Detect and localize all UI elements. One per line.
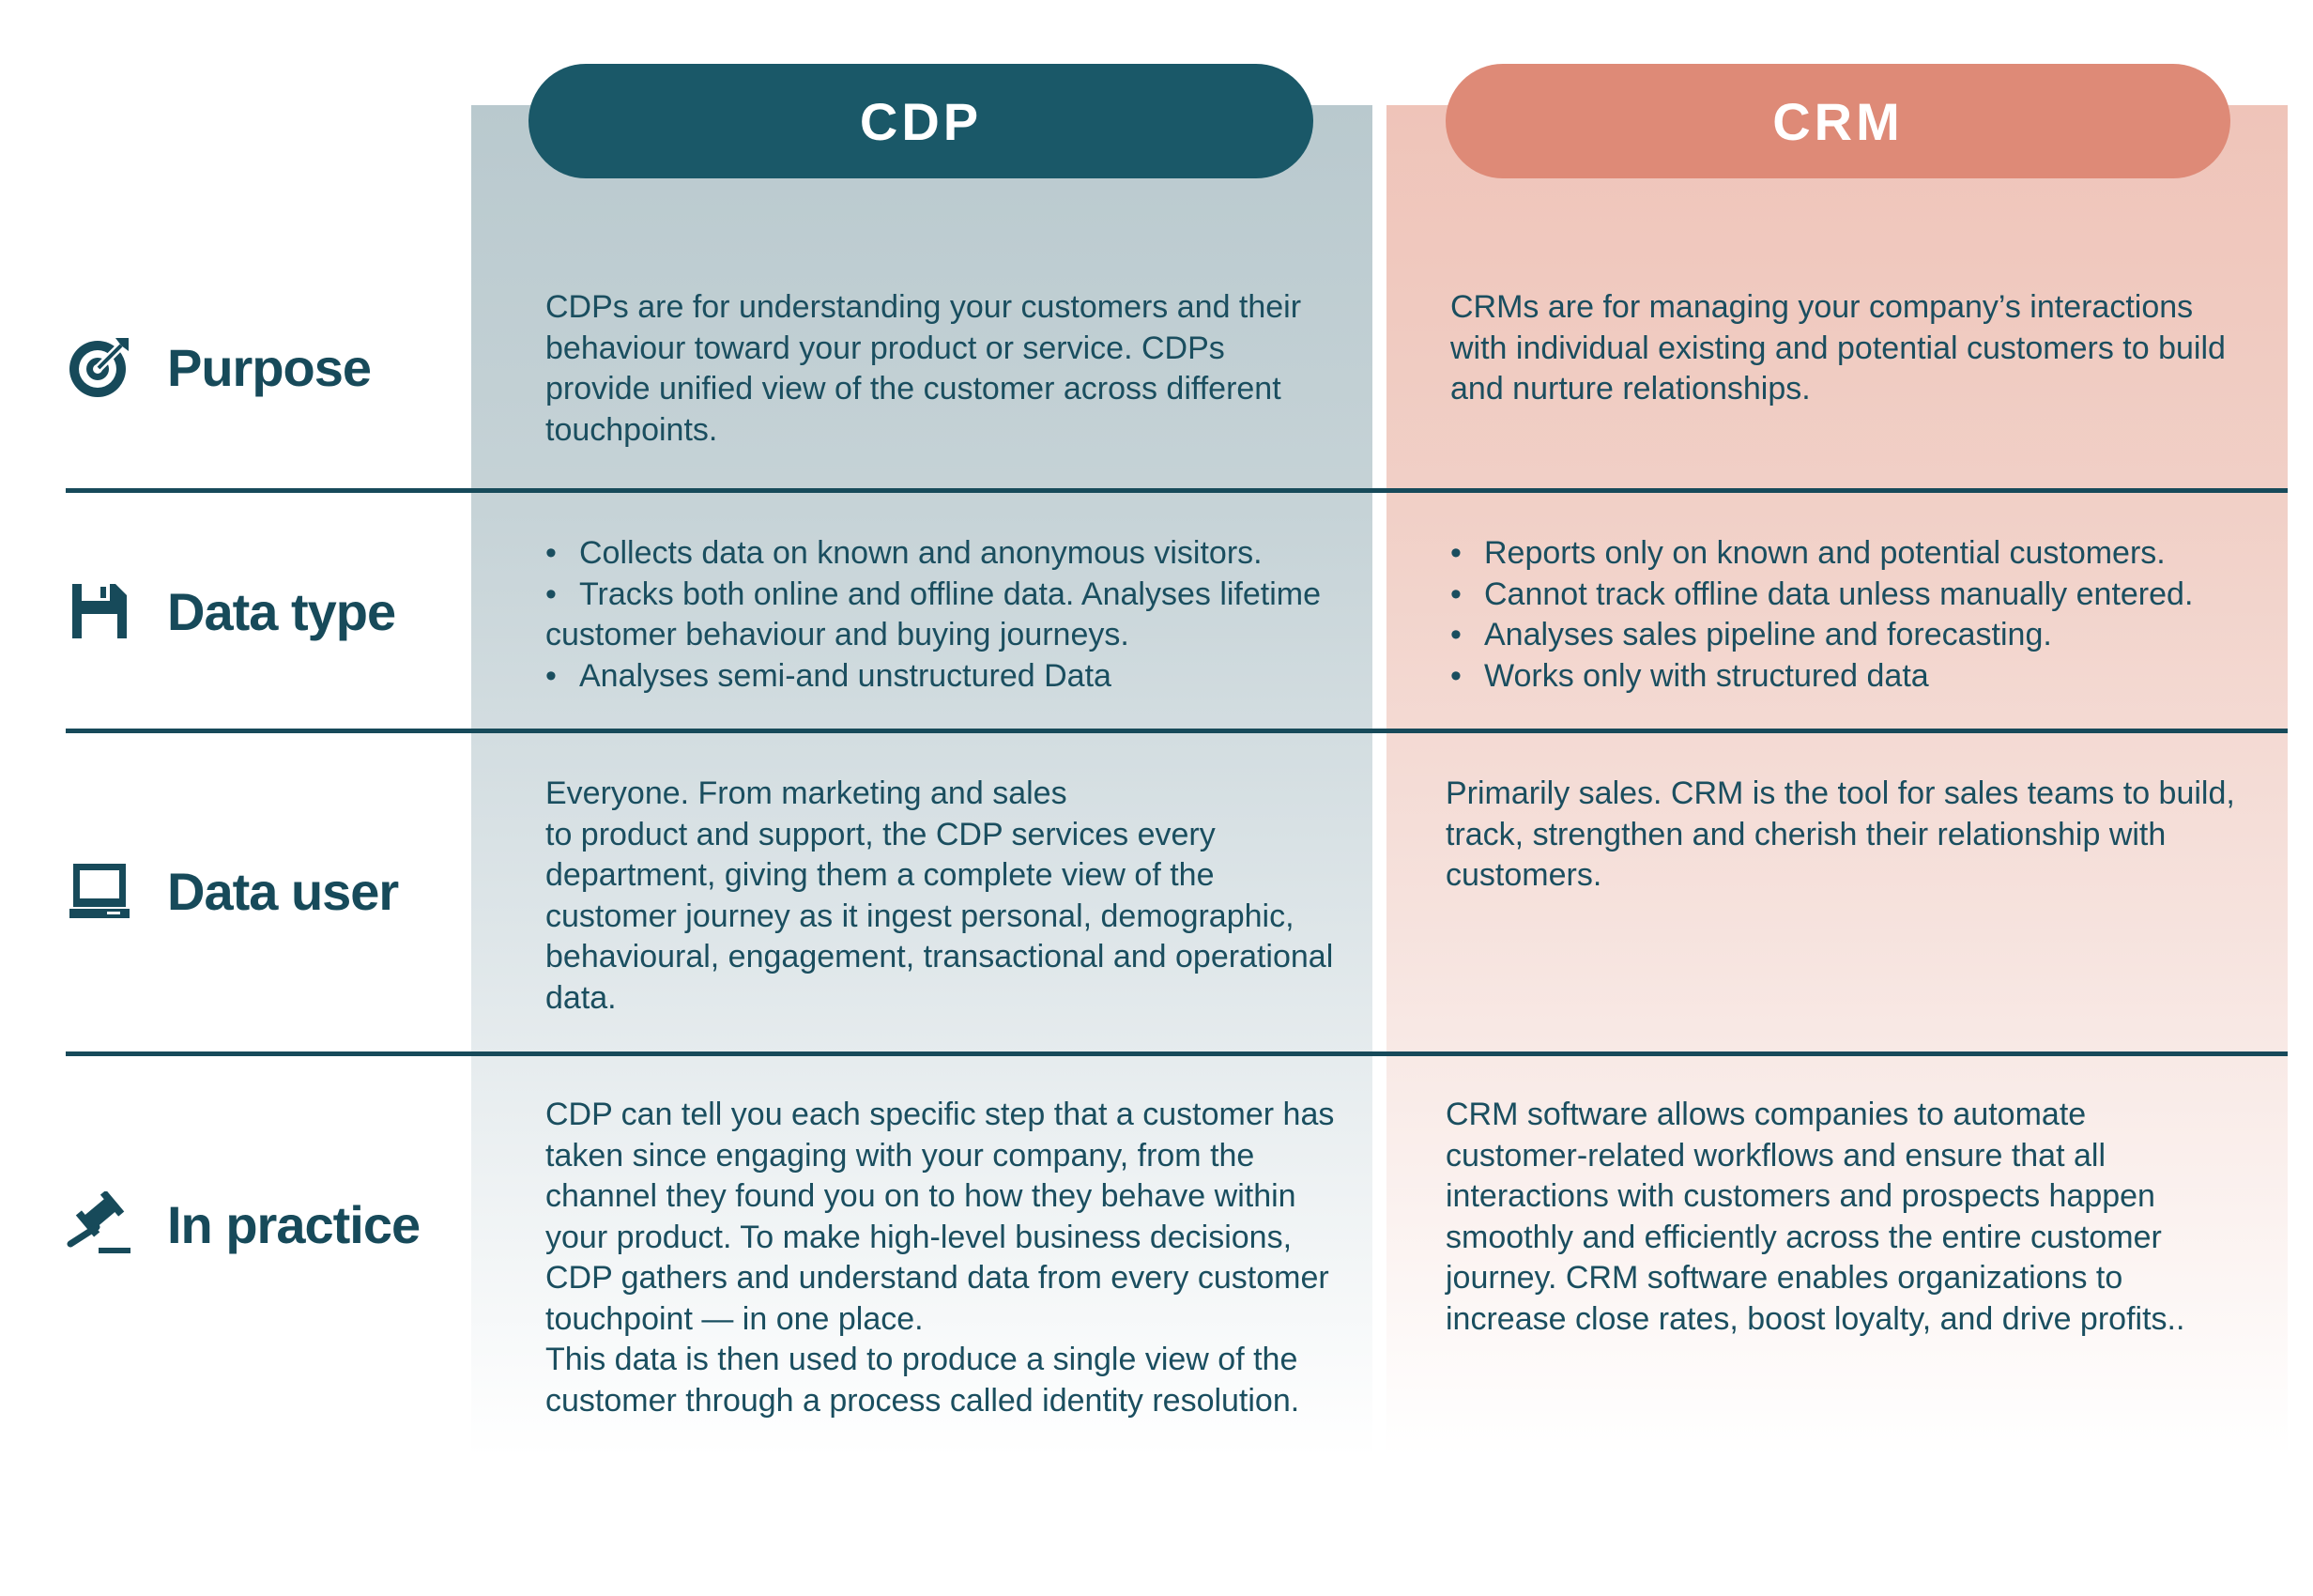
cdp-header-title: CDP xyxy=(859,91,983,151)
laptop-icon xyxy=(66,857,133,925)
crm-data-type-list: • Reports only on known and potential cus… xyxy=(1450,533,2258,697)
floppy-disk-icon xyxy=(66,577,133,645)
gavel-icon xyxy=(66,1190,133,1258)
cdp-data-type-list: • Collects data on known and anonymous vi… xyxy=(545,533,1334,697)
row-label-data-type: Data type xyxy=(66,577,396,645)
row-divider xyxy=(66,729,2288,733)
crm-data-user-text: Primarily sales. CRM is the tool for sal… xyxy=(1446,775,2235,893)
row-label-text: Purpose xyxy=(167,337,372,397)
row-label-text: In practice xyxy=(167,1194,421,1254)
target-icon xyxy=(66,333,133,401)
list-item: • Collects data on known and anonymous vi… xyxy=(545,535,1263,571)
crm-header: CRM xyxy=(1446,64,2230,178)
crm-data-user-cell: Primarily sales. CRM is the tool for sal… xyxy=(1446,774,2262,897)
cdp-data-user-cell: Everyone. From marketing and sales to pr… xyxy=(545,774,1334,1019)
row-divider xyxy=(66,1051,2288,1056)
crm-purpose-cell: CRMs are for managing your company’s int… xyxy=(1450,287,2239,410)
cdp-data-type-cell: • Collects data on known and anonymous vi… xyxy=(545,533,1334,697)
row-label-purpose: Purpose xyxy=(66,333,372,401)
crm-purpose-text: CRMs are for managing your company’s int… xyxy=(1450,289,2226,407)
list-item: • Analyses semi-and unstructured Data xyxy=(545,657,1111,694)
cdp-in-practice-text-2: This data is then used to produce a sing… xyxy=(545,1342,1300,1419)
cdp-in-practice-cell: CDP can tell you each specific step that… xyxy=(545,1095,1343,1421)
list-item: • Tracks both online and offline data. An… xyxy=(545,575,1322,653)
row-label-data-user: Data user xyxy=(66,857,399,925)
cdp-in-practice-text: CDP can tell you each specific step that… xyxy=(545,1097,1335,1337)
row-divider xyxy=(66,488,2288,493)
cdp-purpose-cell: CDPs are for understanding your customer… xyxy=(545,287,1315,451)
cdp-header: CDP xyxy=(528,64,1313,178)
crm-in-practice-text: CRM software allows companies to automat… xyxy=(1446,1097,2185,1337)
cdp-purpose-text: CDPs are for understanding your customer… xyxy=(545,289,1302,448)
row-label-text: Data type xyxy=(167,581,396,641)
crm-column-background xyxy=(1386,105,2288,1457)
cdp-column-background xyxy=(471,105,1372,1457)
crm-data-type-cell: • Reports only on known and potential cus… xyxy=(1450,533,2258,697)
crm-header-title: CRM xyxy=(1772,91,1904,151)
row-label-in-practice: In practice xyxy=(66,1190,421,1258)
list-item: • Cannot track offline data unless manual… xyxy=(1450,575,2194,612)
list-item: • Analyses sales pipeline and forecasting… xyxy=(1450,617,2052,652)
list-item: • Reports only on known and potential cus… xyxy=(1450,535,2166,571)
crm-in-practice-cell: CRM software allows companies to automat… xyxy=(1446,1095,2215,1340)
row-label-text: Data user xyxy=(167,861,399,921)
cdp-data-user-line: Everyone. From marketing and sales xyxy=(545,775,1067,811)
cdp-data-user-text: to product and support, the CDP services… xyxy=(545,816,1334,1016)
list-item: • Works only with structured data xyxy=(1450,657,1929,694)
